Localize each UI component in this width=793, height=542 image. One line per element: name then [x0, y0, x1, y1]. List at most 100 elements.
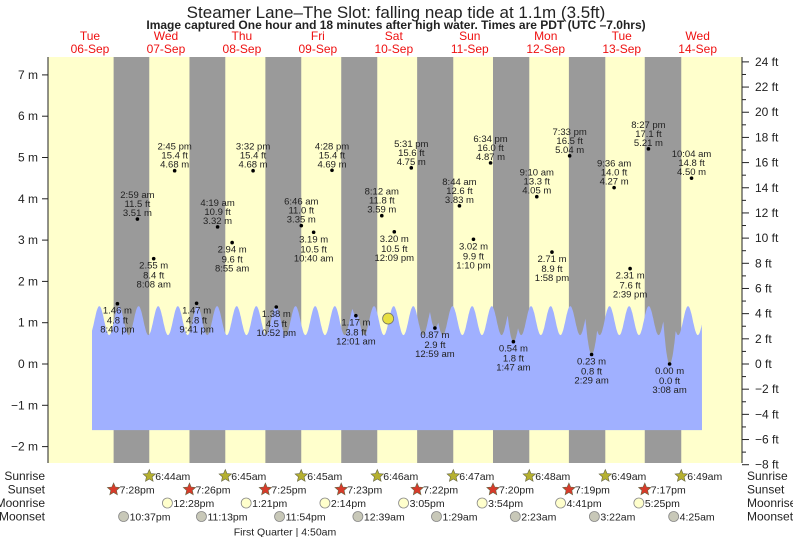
- sun-moon-events: Sunrise Sunrise 6:44am 6:45am 6:45am 6:46am 6:…: [0, 468, 793, 524]
- tide-dot: [457, 204, 462, 208]
- tide-m-label: 3.83 m: [445, 195, 474, 206]
- tide-low-point: 0.00 m0.0 ft3:08 am: [652, 362, 687, 396]
- tide-dot: [251, 168, 255, 173]
- tide-time-label: 8:12 am: [365, 187, 399, 198]
- tide-m-label: 4.87 m: [476, 152, 505, 163]
- tide-dot: [299, 223, 304, 228]
- moonset-time: 11:13pm: [207, 512, 247, 524]
- moonset-row-label-left: Moonset: [0, 510, 46, 524]
- tide-low-point: 2.94 m9.6 ft8:55 am: [215, 240, 249, 275]
- moonrise-time: 12:28pm: [173, 498, 214, 510]
- left-tick-label: 1 m: [18, 316, 38, 330]
- day-name-label: Wed: [154, 29, 178, 43]
- tide-dot: [354, 313, 358, 318]
- tide-time-label: 8:44 am: [442, 177, 476, 188]
- tide-low-point: 2.71 m8.9 ft1:58 pm: [535, 250, 569, 284]
- tide-dot: [567, 154, 572, 158]
- tide-dot: [135, 217, 140, 221]
- tide-low-point: 0.54 m1.8 ft1:47 am: [496, 339, 531, 374]
- tide-m-label: 4.75 m: [397, 157, 426, 168]
- left-tick-label: 4 m: [18, 192, 38, 206]
- right-tick-label: 16 ft: [755, 156, 779, 170]
- sunrise-row-label-left: Sunrise: [4, 469, 45, 483]
- tide-ft-label: 15.4 ft: [240, 151, 267, 162]
- moonrise-icon: [240, 497, 252, 509]
- tide-low-point: 1.46 m4.8 ft8:40 pm: [100, 301, 135, 336]
- tide-dot: [194, 301, 199, 306]
- moonrise-icon: [162, 497, 173, 509]
- day-name-label: Fri: [311, 29, 325, 43]
- tide-dot: [409, 166, 414, 170]
- tide-ft-label: 16.5 ft: [556, 136, 583, 147]
- tide-time-label: 9:36 am: [597, 159, 631, 170]
- right-tick-label: 8 ft: [755, 256, 772, 270]
- moonrise-icon: [319, 497, 331, 509]
- sunset-time: 7:19pm: [575, 485, 610, 497]
- tide-ft-label: 15.4 ft: [161, 151, 188, 162]
- tide-ft-label: 4.5 ft: [266, 319, 287, 330]
- moonset-time: 3:22am: [600, 512, 635, 524]
- day-date-label: 14-Sep: [678, 42, 717, 56]
- tide-dot: [330, 168, 334, 173]
- left-tick-label: −1 m: [11, 398, 38, 412]
- sunset-time: 7:25pm: [271, 485, 306, 497]
- moonset-icon: [668, 511, 680, 522]
- day-date-label: 13-Sep: [602, 42, 641, 56]
- right-tick-label: 20 ft: [755, 105, 779, 119]
- tide-ft-label: 12.6 ft: [446, 186, 473, 197]
- moonrise-time: 1:21pm: [252, 498, 287, 510]
- day-date-label: 10-Sep: [374, 42, 413, 56]
- left-tick-label: 3 m: [18, 233, 38, 247]
- sunrise-time: 6:47am: [459, 471, 494, 483]
- tide-ft-label: 11.5 ft: [125, 199, 151, 210]
- sunset-icon: [486, 482, 500, 496]
- tide-ft-label: 2.9 ft: [424, 340, 445, 351]
- tide-dot: [646, 147, 651, 151]
- tide-time-label: 8:27 pm: [631, 120, 665, 131]
- tide-time-label: 2:45 pm: [157, 142, 191, 153]
- moon-phase-label: First Quarter | 4:50am: [234, 527, 337, 538]
- tide-ft-label: 11.8 ft: [369, 196, 395, 207]
- right-tick-label: 12 ft: [755, 206, 779, 220]
- sunrise-icon: [522, 468, 537, 482]
- day-date-label: 08-Sep: [223, 42, 262, 56]
- tide-ft-label: 10.9 ft: [204, 207, 231, 218]
- tide-m-label: 1.46 m: [103, 306, 132, 317]
- moonset-icon: [274, 511, 285, 522]
- chart-title: Steamer Lane–The Slot: falling neap tide…: [187, 3, 606, 22]
- tide-m-label: 0.00 m: [655, 366, 684, 377]
- tide-ft-label: 14.0 ft: [601, 168, 628, 179]
- right-tick-label: 6 ft: [755, 281, 772, 295]
- sunrise-icon: [598, 468, 613, 482]
- sunset-icon: [106, 482, 121, 496]
- tide-ft-label: 10.5 ft: [381, 244, 408, 255]
- sunset-icon: [182, 482, 197, 496]
- sunset-row-label-left: Sunset: [8, 483, 46, 497]
- tide-ft-label: 15.6 ft: [398, 148, 425, 159]
- sunrise-icon: [294, 468, 309, 482]
- moonrise-time: 3:54pm: [488, 498, 523, 510]
- tide-m-label: 4.05 m: [522, 186, 551, 197]
- right-tick-label: −4 ft: [755, 407, 779, 421]
- sunrise-icon: [218, 468, 233, 482]
- sunset-time: 7:20pm: [499, 485, 534, 497]
- moonrise-icon: [398, 497, 409, 509]
- tide-ft-label: 13.3 ft: [524, 177, 551, 188]
- tide-dot: [628, 266, 632, 271]
- tide-time-label: 8:08 am: [137, 280, 171, 291]
- tide-m-label: 0.54 m: [499, 344, 528, 355]
- water-area: [92, 306, 702, 431]
- tide-time-label: 9:10 am: [520, 168, 554, 179]
- left-tick-label: −2 m: [11, 440, 38, 454]
- tide-time-label: 12:01 am: [336, 337, 376, 348]
- tide-dot: [151, 256, 156, 261]
- sunrise-time: 6:49am: [687, 471, 722, 483]
- tide-time-label: 3:08 am: [652, 385, 686, 396]
- sunrise-time: 6:44am: [155, 471, 190, 483]
- right-tick-label: 14 ft: [755, 181, 779, 195]
- moonrise-icon: [555, 497, 566, 509]
- tide-dot: [172, 168, 177, 173]
